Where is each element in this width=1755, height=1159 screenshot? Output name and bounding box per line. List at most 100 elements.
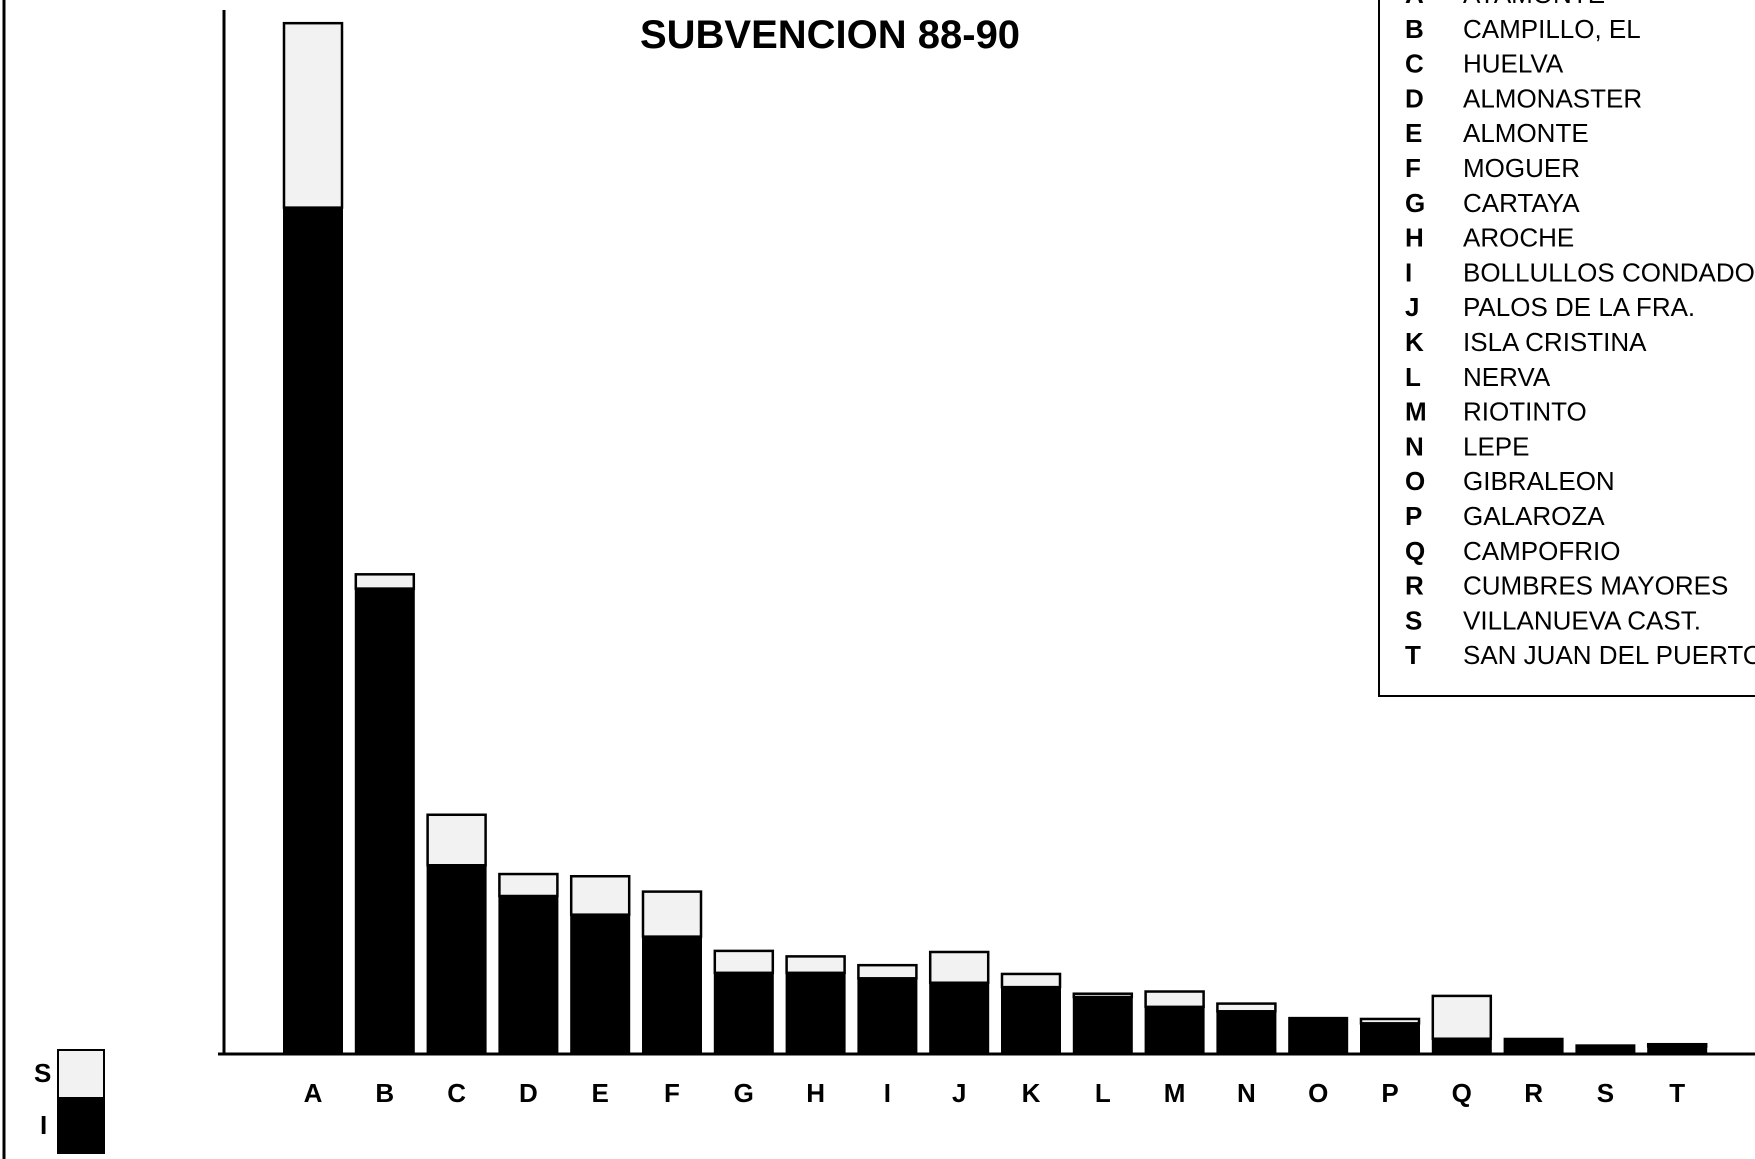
- x-tick-labels: A B C D E F G H I J K L M N O P Q R S T: [304, 1078, 1686, 1108]
- bar-i-l: [1072, 996, 1133, 1055]
- key-code-g: G: [1405, 188, 1425, 218]
- key-name-k: ISLA CRISTINA: [1463, 327, 1647, 357]
- bar-i-n: [1216, 1010, 1277, 1055]
- x-tick-i: I: [884, 1078, 891, 1108]
- key-name-j: PALOS DE LA FRA.: [1463, 292, 1695, 322]
- key-code-q: Q: [1405, 536, 1425, 566]
- key-code-p: P: [1405, 501, 1422, 531]
- chart-title: SUBVENCION 88-90: [640, 13, 1020, 57]
- x-tick-g: G: [734, 1078, 754, 1108]
- bar-i-e: [570, 913, 631, 1055]
- series-legend-label-i: I: [40, 1110, 47, 1140]
- bar-i-i: [857, 977, 918, 1054]
- bar-i-c: [426, 864, 487, 1055]
- key-code-n: N: [1405, 431, 1424, 461]
- key-name-c: HUELVA: [1463, 49, 1564, 79]
- bar-s-g: [713, 949, 775, 975]
- key-name-a: AYAMONTE: [1463, 0, 1605, 9]
- key-code-t: T: [1405, 640, 1421, 670]
- key-code-j: J: [1405, 292, 1419, 322]
- x-tick-b: B: [375, 1078, 394, 1108]
- key-name-r: CUMBRES MAYORES: [1463, 571, 1728, 601]
- bar-s-n: [1216, 1002, 1277, 1013]
- bar-s-e: [569, 874, 631, 916]
- bar-s-k: [1000, 972, 1062, 989]
- key-code-f: F: [1405, 153, 1421, 183]
- bar-s-b: [354, 573, 416, 590]
- x-tick-d: D: [519, 1078, 538, 1108]
- key-code-l: L: [1405, 362, 1421, 392]
- key-name-m: RIOTINTO: [1463, 397, 1587, 427]
- key-name-g: CARTAYA: [1463, 188, 1580, 218]
- x-tick-c: C: [447, 1078, 466, 1108]
- bar-i-h: [785, 971, 846, 1055]
- x-tick-h: H: [806, 1078, 825, 1108]
- bar-i-f: [642, 935, 702, 1055]
- bar-s-m: [1144, 990, 1205, 1009]
- x-tick-o: O: [1308, 1078, 1328, 1108]
- x-tick-q: Q: [1452, 1078, 1472, 1108]
- bar-s-q: [1431, 994, 1493, 1040]
- x-tick-s: S: [1597, 1078, 1614, 1108]
- key-code-o: O: [1405, 466, 1425, 496]
- key-name-i: BOLLULLOS CONDADO: [1463, 257, 1755, 287]
- key-name-h: AROCHE: [1463, 223, 1574, 253]
- key-code-d: D: [1405, 83, 1424, 113]
- series-legend: S I: [34, 1049, 105, 1154]
- series-legend-swatch-i: [57, 1097, 105, 1154]
- category-key: A AYAMONTE B CAMPILLO, EL C HUELVA D ALMONASTER…: [1405, 0, 1755, 670]
- bar-i-m: [1144, 1005, 1205, 1055]
- key-name-l: NERVA: [1463, 362, 1551, 392]
- x-tick-a: A: [304, 1078, 323, 1108]
- bar-s-a: [282, 21, 344, 209]
- category-key-box: [1378, 0, 1755, 697]
- bar-i-t: [1647, 1045, 1708, 1054]
- bar-i-q: [1431, 1037, 1492, 1055]
- bar-s-j: [928, 950, 990, 984]
- key-name-b: CAMPILLO, EL: [1463, 14, 1641, 44]
- x-tick-l: L: [1095, 1078, 1111, 1108]
- key-code-b: B: [1405, 14, 1424, 44]
- key-name-q: CAMPOFRIO: [1463, 536, 1620, 566]
- key-code-c: C: [1405, 49, 1424, 79]
- key-code-m: M: [1405, 397, 1427, 427]
- bar-i-d: [498, 895, 559, 1054]
- key-name-e: ALMONTE: [1463, 118, 1589, 148]
- bar-i-s: [1575, 1044, 1636, 1054]
- bar-i-p: [1360, 1022, 1420, 1055]
- bar-i-o: [1288, 1016, 1349, 1055]
- bars-group: [282, 21, 1708, 1055]
- bar-i-a: [283, 206, 343, 1055]
- x-tick-n: N: [1237, 1078, 1256, 1108]
- key-code-e: E: [1405, 118, 1422, 148]
- x-tick-k: K: [1022, 1078, 1041, 1108]
- x-tick-e: E: [592, 1078, 609, 1108]
- key-code-a: A: [1405, 0, 1424, 9]
- bar-s-i: [857, 963, 918, 980]
- bar-i-r: [1503, 1037, 1564, 1055]
- bar-i-g: [713, 971, 774, 1055]
- bar-i-j: [929, 981, 990, 1055]
- x-tick-f: F: [664, 1078, 680, 1108]
- x-tick-m: M: [1164, 1078, 1186, 1108]
- bar-i-k: [1001, 986, 1061, 1055]
- bar-i-b: [354, 587, 415, 1054]
- x-tick-p: P: [1381, 1078, 1398, 1108]
- key-code-s: S: [1405, 605, 1422, 635]
- series-legend-label-s: S: [34, 1058, 51, 1088]
- key-name-f: MOGUER: [1463, 153, 1580, 183]
- x-tick-t: T: [1669, 1078, 1685, 1108]
- key-name-d: ALMONASTER: [1463, 83, 1642, 113]
- bar-s-h: [785, 955, 846, 975]
- x-tick-j: J: [952, 1078, 966, 1108]
- key-code-i: I: [1405, 257, 1412, 287]
- series-legend-swatch-s: [57, 1049, 105, 1099]
- key-code-h: H: [1405, 223, 1424, 253]
- key-name-n: LEPE: [1463, 431, 1530, 461]
- key-name-o: GIBRALEON: [1463, 466, 1615, 496]
- key-code-k: K: [1405, 327, 1424, 357]
- x-tick-r: R: [1524, 1078, 1543, 1108]
- key-name-p: GALAROZA: [1463, 501, 1605, 531]
- bar-s-f: [641, 890, 703, 938]
